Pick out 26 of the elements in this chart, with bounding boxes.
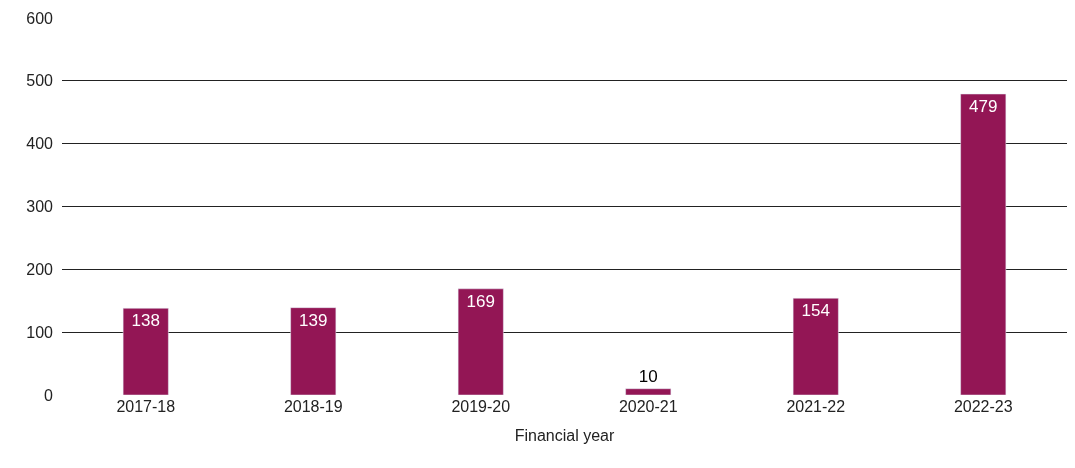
y-tick-label: 400 [26,135,54,153]
data-label: 10 [638,366,658,386]
y-tick-label: 300 [26,198,54,216]
x-tick-label: 2017-18 [116,398,176,415]
data-label: 139 [299,310,328,330]
x-tick-label: 2018-19 [283,398,343,415]
data-label: 479 [969,97,998,117]
y-tick-label: 500 [26,72,54,90]
y-tick-label: 100 [26,323,54,341]
bar [792,297,839,395]
data-label: 138 [131,311,160,331]
bar [457,288,504,395]
bar [290,307,337,395]
bar [960,93,1007,395]
x-tick-label: 2022-23 [953,398,1013,415]
x-axis-title: Financial year [514,426,615,444]
x-tick-label: 2020-21 [618,398,678,415]
data-label: 169 [466,291,495,311]
x-tick-label: 2019-20 [451,398,511,415]
y-tick-label: 600 [26,9,54,27]
bar [625,388,672,395]
data-label: 154 [801,301,830,321]
y-tick-label: 200 [26,260,54,278]
bar [122,308,169,395]
x-tick-label: 2021-22 [786,398,846,415]
y-tick-label: 0 [44,386,54,404]
